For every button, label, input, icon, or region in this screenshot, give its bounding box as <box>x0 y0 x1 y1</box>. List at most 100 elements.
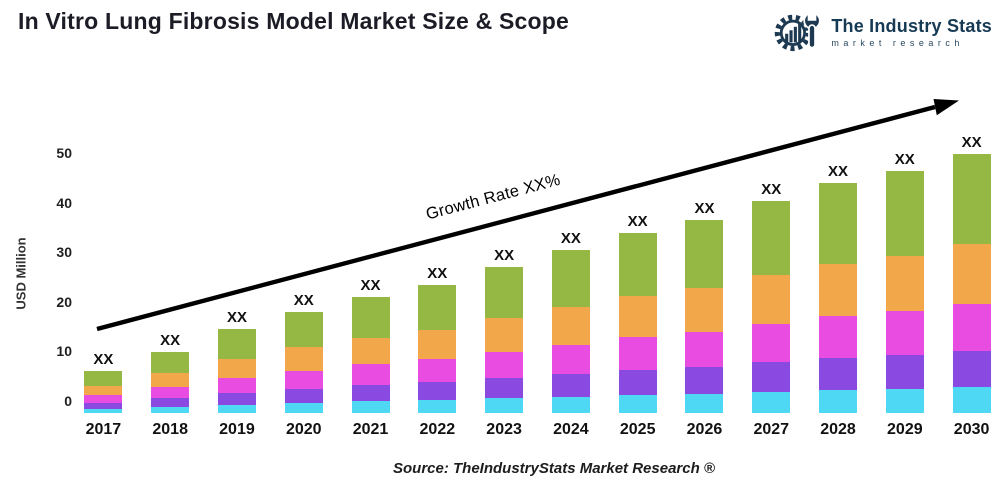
segment-cyan <box>819 390 858 413</box>
x-tick-label: 2027 <box>753 421 790 438</box>
bar-value-label: XX <box>961 133 982 151</box>
page-title: In Vitro Lung Fibrosis Model Market Size… <box>18 8 570 34</box>
segment-cyan <box>952 387 991 413</box>
segment-orange <box>84 385 123 396</box>
stacked-bar-chart: XX 2017 XX 2018 XX 2019 XX 2020 XX 2021 XX 2022 XX 20… <box>70 0 1000 500</box>
stacked-bar <box>618 232 657 413</box>
segment-cyan <box>685 393 724 414</box>
y-axis-title: USD Million <box>13 237 29 310</box>
stacked-bar <box>351 297 390 413</box>
x-tick-label: 2024 <box>553 421 589 438</box>
segment-magenta <box>685 332 724 367</box>
segment-orange <box>351 337 390 365</box>
segment-magenta <box>84 395 123 403</box>
segment-green <box>952 153 991 245</box>
segment-purple <box>84 402 123 409</box>
segment-magenta <box>952 303 991 351</box>
stacked-bar <box>885 170 924 413</box>
x-tick-label: 2017 <box>85 421 122 438</box>
bar-column-2025: XX 2025 <box>604 0 671 500</box>
bar-value-label: XX <box>627 212 648 230</box>
gear-wrench-chart-icon <box>775 11 821 52</box>
segment-magenta <box>217 377 256 393</box>
logo-subtitle: market research <box>831 37 964 48</box>
segment-orange <box>819 263 858 317</box>
stacked-bar <box>151 351 190 414</box>
segment-orange <box>618 295 657 338</box>
bar-column-2026: XX 2026 <box>671 0 738 500</box>
x-tick-label: 2018 <box>152 421 188 438</box>
y-tick-label: 30 <box>56 244 72 260</box>
stacked-bar <box>284 311 323 413</box>
stacked-bar <box>551 250 590 414</box>
segment-magenta <box>819 316 858 358</box>
segment-magenta <box>351 364 390 386</box>
x-tick-label: 2022 <box>419 421 456 438</box>
segment-purple <box>618 369 657 395</box>
segment-orange <box>952 244 991 304</box>
brand-logo: The Industry Stats market research <box>773 6 992 58</box>
segment-cyan <box>752 391 791 414</box>
segment-purple <box>885 354 924 389</box>
bar-value-label: XX <box>494 247 515 265</box>
segment-green <box>284 311 323 348</box>
segment-purple <box>284 388 323 403</box>
bar-column-2019: XX 2019 <box>204 0 271 500</box>
segment-green <box>485 267 524 319</box>
segment-cyan <box>551 396 590 414</box>
segment-purple <box>551 373 590 397</box>
segment-orange <box>685 287 724 333</box>
segment-magenta <box>618 337 657 370</box>
segment-cyan <box>217 404 256 413</box>
segment-green <box>819 183 858 264</box>
segment-orange <box>418 329 457 360</box>
segment-orange <box>217 358 256 378</box>
segment-cyan <box>351 401 390 413</box>
bar-column-2017: XX 2017 <box>70 0 137 500</box>
segment-green <box>618 232 657 296</box>
y-tick-label: 50 <box>56 145 72 161</box>
segment-magenta <box>418 359 457 383</box>
bar-value-label: XX <box>93 351 114 369</box>
stacked-bar <box>84 371 123 413</box>
bar-value-label: XX <box>560 230 581 248</box>
segment-purple <box>151 398 190 407</box>
segment-magenta <box>485 351 524 379</box>
segment-orange <box>284 347 323 371</box>
segment-purple <box>819 357 858 390</box>
x-tick-label: 2026 <box>686 421 723 438</box>
source-attribution: Source: TheIndustryStats Market Research… <box>393 460 715 477</box>
segment-purple <box>952 350 991 388</box>
stacked-bar <box>685 220 724 414</box>
segment-purple <box>752 362 791 392</box>
bar-column-2022: XX 2022 <box>404 0 471 500</box>
bar-value-label: XX <box>828 163 849 181</box>
segment-purple <box>685 366 724 394</box>
segment-cyan <box>618 394 657 413</box>
segment-orange <box>551 307 590 345</box>
stacked-bar <box>485 267 524 413</box>
segment-purple <box>418 382 457 401</box>
stacked-bar <box>418 284 457 414</box>
bar-column-2018: XX 2018 <box>137 0 204 500</box>
bar-column-2020: XX 2020 <box>270 0 337 500</box>
segment-cyan <box>418 400 457 414</box>
x-tick-label: 2023 <box>486 421 522 438</box>
stacked-bar <box>819 183 858 413</box>
x-tick-label: 2025 <box>619 421 656 438</box>
segment-green <box>885 170 924 256</box>
segment-magenta <box>551 344 590 374</box>
segment-orange <box>485 318 524 352</box>
segment-magenta <box>752 323 791 363</box>
bar-value-label: XX <box>761 180 782 198</box>
bar-value-label: XX <box>427 264 448 282</box>
x-tick-label: 2029 <box>887 421 923 438</box>
logo-name: The Industry Stats <box>831 15 992 36</box>
segment-green <box>752 200 791 275</box>
segment-green <box>151 351 190 374</box>
segment-purple <box>217 392 256 405</box>
y-tick-label: 40 <box>56 194 72 211</box>
segment-orange <box>151 373 190 388</box>
bar-column-2027: XX 2027 <box>738 0 805 500</box>
segment-purple <box>485 378 524 399</box>
